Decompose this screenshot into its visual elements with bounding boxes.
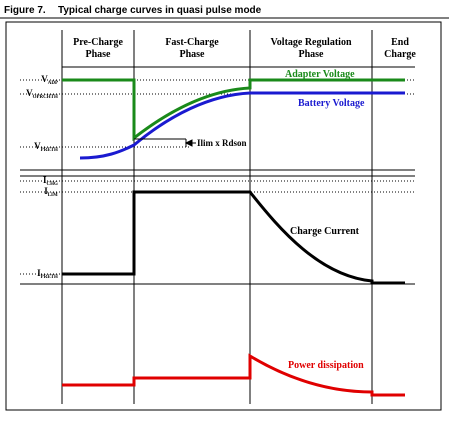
level-label: ILIM <box>44 186 58 198</box>
level-symbol: I <box>37 268 41 278</box>
level-symbol: V <box>34 141 41 151</box>
figure-number: Figure 7. <box>4 5 46 16</box>
level-symbol: V <box>41 74 48 84</box>
level-subscript: ADP <box>48 81 58 86</box>
phase-label: Phase <box>180 49 206 60</box>
charge-current-curve <box>62 190 405 285</box>
phase-label: Phase <box>299 49 325 60</box>
battery-voltage-curve <box>79 91 405 160</box>
current-label: Charge Current <box>290 226 360 237</box>
level-label: VOPRCHTH <box>26 88 58 100</box>
ilim-marker <box>134 138 196 147</box>
power-curve <box>62 353 405 397</box>
level-symbol: I <box>44 186 48 196</box>
level-symbol: I <box>43 175 47 185</box>
level-subscript: PRETH <box>41 275 58 280</box>
adapter-label: Adapter Voltage <box>285 69 355 80</box>
figure-title: Typical charge curves in quasi pulse mod… <box>58 5 262 16</box>
phase-label: End <box>391 37 409 48</box>
level-label: IPRETH <box>37 268 58 280</box>
level-label: VPRETH <box>34 141 58 153</box>
level-lines <box>20 79 415 275</box>
level-label: VADP <box>41 74 58 86</box>
phase-dividers <box>61 30 373 404</box>
phase-label: Fast-Charge <box>165 37 219 48</box>
phase-label: Voltage Regulation <box>270 37 351 48</box>
phase-label: Pre-Charge <box>73 37 123 48</box>
level-subscript: PRETH <box>41 148 58 153</box>
ilim-label: Ilim x Rdson <box>197 138 247 148</box>
phase-label: Phase <box>86 49 112 60</box>
frame <box>5 21 442 411</box>
level-subscript: OPRCHTH <box>33 95 58 100</box>
battery-label: Battery Voltage <box>298 98 365 109</box>
level-subscript: CHG <box>47 182 59 187</box>
level-subscript: LIM <box>48 193 58 198</box>
level-label: ICHG <box>43 175 58 187</box>
power-label: Power dissipation <box>288 360 364 371</box>
phase-label: Charge <box>384 49 416 60</box>
section-lines <box>20 66 415 285</box>
adapter-voltage-curve <box>62 78 405 142</box>
level-symbol: V <box>26 88 33 98</box>
